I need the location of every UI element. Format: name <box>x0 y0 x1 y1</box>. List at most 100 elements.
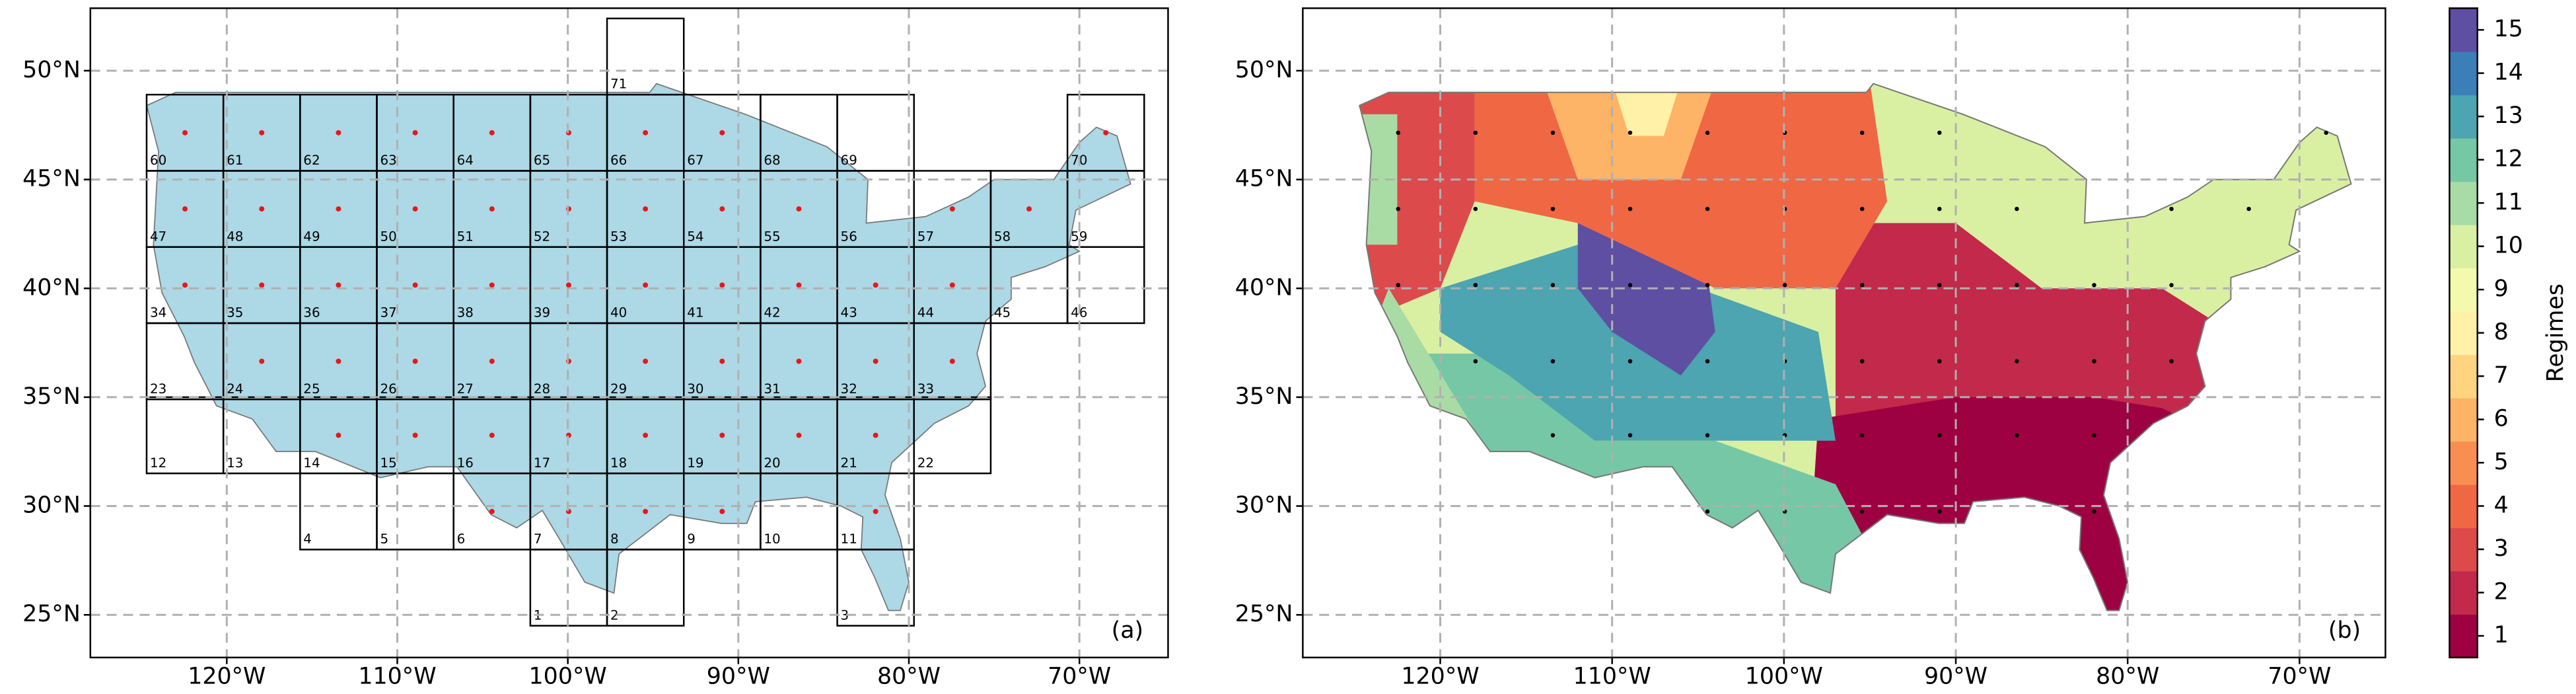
station <box>2015 433 2019 438</box>
station <box>873 508 878 514</box>
cell-label: 21 <box>841 455 857 471</box>
cell-label: 67 <box>687 153 703 168</box>
colorbar-segment <box>2449 137 2478 182</box>
station <box>1396 206 1401 212</box>
cell-label: 71 <box>610 77 627 92</box>
cell-label: 31 <box>764 381 780 397</box>
regime-region <box>1612 83 1681 136</box>
colorbar-tick-label: 2 <box>2494 579 2509 605</box>
station <box>1550 283 1556 288</box>
x-tick-label: 90°W <box>707 664 770 690</box>
station <box>1705 359 1710 364</box>
colorbar-tick-label: 12 <box>2494 146 2523 173</box>
cell-label: 20 <box>764 455 780 471</box>
colorbar-tick-label: 3 <box>2494 535 2509 562</box>
colorbar-tick-label: 13 <box>2494 102 2523 129</box>
y-tick-label: 35°N <box>1235 383 1293 410</box>
station <box>719 358 725 364</box>
station <box>1860 359 1865 364</box>
colorbar-segment <box>2449 8 2478 52</box>
cell-label: 9 <box>687 531 696 547</box>
station <box>719 432 725 438</box>
station <box>2092 433 2096 438</box>
colorbar-segment <box>2449 268 2478 312</box>
station <box>643 282 649 288</box>
cell-label: 26 <box>380 381 396 397</box>
colorbar-tick-label: 14 <box>2494 59 2523 86</box>
station <box>259 206 265 212</box>
colorbar-tick-label: 7 <box>2494 362 2509 389</box>
colorbar-segment <box>2449 527 2478 572</box>
station <box>643 432 649 438</box>
cell-label: 23 <box>150 381 166 397</box>
station <box>2015 359 2019 364</box>
station <box>796 358 802 364</box>
station <box>1103 130 1109 135</box>
cell-label: 14 <box>303 455 320 471</box>
cell-label: 45 <box>994 305 1011 321</box>
cell-label: 42 <box>764 305 780 321</box>
colorbar-title: Regimes <box>2542 284 2569 382</box>
station <box>336 432 341 438</box>
colorbar-tick-label: 1 <box>2494 622 2509 648</box>
station <box>1937 283 1942 288</box>
cell-label: 57 <box>917 229 934 244</box>
station <box>336 206 341 212</box>
station <box>949 358 955 364</box>
cell-label: 53 <box>610 229 627 244</box>
station <box>2169 206 2174 212</box>
station <box>1705 130 1710 135</box>
station <box>949 206 955 212</box>
cell-label: 66 <box>610 153 627 168</box>
station <box>1705 509 1710 514</box>
regimes <box>1359 83 2351 611</box>
cell-label: 4 <box>303 531 312 547</box>
cell-label: 62 <box>303 153 320 168</box>
station <box>643 358 649 364</box>
grid-cell <box>1066 93 1145 172</box>
y-tick-label: 40°N <box>1235 274 1293 301</box>
station <box>412 130 418 135</box>
regime-region <box>1801 397 2231 611</box>
colorbar-tick-label: 6 <box>2494 406 2509 432</box>
border <box>1359 83 2352 611</box>
cell-label: 29 <box>610 381 627 397</box>
station <box>2169 283 2174 288</box>
colorbar-tick-label: 15 <box>2494 16 2523 42</box>
colorbar-tick-label: 4 <box>2494 492 2509 519</box>
colorbar-segment <box>2449 484 2478 529</box>
station <box>336 130 341 135</box>
station <box>182 130 188 135</box>
station <box>2092 283 2096 288</box>
station <box>412 206 418 212</box>
station <box>1937 433 1942 438</box>
cell-label: 6 <box>457 531 466 547</box>
station <box>2246 206 2251 212</box>
cell-label: 38 <box>457 305 474 321</box>
station <box>2092 509 2096 514</box>
y-tick-label: 45°N <box>22 166 81 192</box>
cell-label: 52 <box>534 229 550 244</box>
station <box>1628 283 1633 288</box>
station <box>1705 206 1710 212</box>
cell-label: 27 <box>457 381 474 397</box>
cell-label: 56 <box>841 229 857 244</box>
station <box>259 358 265 364</box>
cell-label: 25 <box>303 381 320 397</box>
station <box>489 130 495 135</box>
station <box>489 358 495 364</box>
station <box>719 206 725 212</box>
y-tick-label: 30°N <box>22 492 81 519</box>
station <box>489 206 495 212</box>
y-tick-label: 40°N <box>22 274 81 301</box>
colorbar-segment <box>2449 441 2478 485</box>
colorbar-tick-label: 8 <box>2494 319 2509 346</box>
station <box>259 282 265 288</box>
x-tick-label: 90°W <box>1924 664 1987 690</box>
cell-label: 54 <box>687 229 703 244</box>
station <box>643 206 649 212</box>
cell-label: 61 <box>227 153 243 168</box>
station <box>1396 283 1401 288</box>
x-tick-label: 80°W <box>2096 664 2159 690</box>
